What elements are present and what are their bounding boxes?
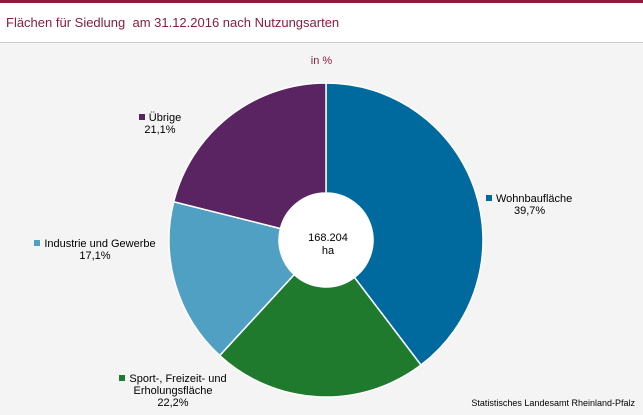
slice-label-industrie: Industrie und Gewerbe 17,1% — [34, 238, 156, 262]
source-note: Statistisches Landesamt Rheinland-Pfalz — [471, 398, 635, 408]
industrie-label-pct: 17,1% — [79, 250, 111, 262]
slice-label-uebrige: Übrige 21,1% — [128, 112, 192, 136]
center-total-unit: ha — [321, 245, 335, 257]
industrie-label-text: Industrie und Gewerbe — [44, 238, 156, 250]
wohnbau-swatch — [486, 195, 492, 201]
sport-label-text: Sport-, Freizeit- und Erholungsfläche — [129, 373, 227, 397]
industrie-swatch — [34, 240, 41, 246]
sport-label-pct: 22,2% — [157, 397, 189, 409]
title-divider — [0, 42, 643, 43]
uebrige-label-pct: 21,1% — [144, 124, 176, 136]
center-total-label: 168.204 ha — [280, 232, 376, 258]
slice-label-wohnbau: Wohnbaufläche 39,7% — [486, 193, 572, 217]
wohnbau-label-pct: 39,7% — [514, 205, 546, 217]
center-total-value: 168.204 — [308, 232, 348, 244]
donut-hole — [279, 193, 373, 287]
top-accent-bar — [0, 0, 643, 3]
wohnbau-label-text: Wohnbaufläche — [496, 193, 573, 205]
unit-label: in % — [310, 55, 333, 67]
uebrige-swatch — [138, 114, 145, 120]
chart-title: Flächen für Siedlung am 31.12.2016 nach … — [6, 15, 340, 30]
uebrige-label-text: Übrige — [148, 112, 182, 124]
slice-label-sport: Sport-, Freizeit- und Erholungsfläche 22… — [114, 373, 232, 409]
sport-swatch — [119, 375, 126, 381]
